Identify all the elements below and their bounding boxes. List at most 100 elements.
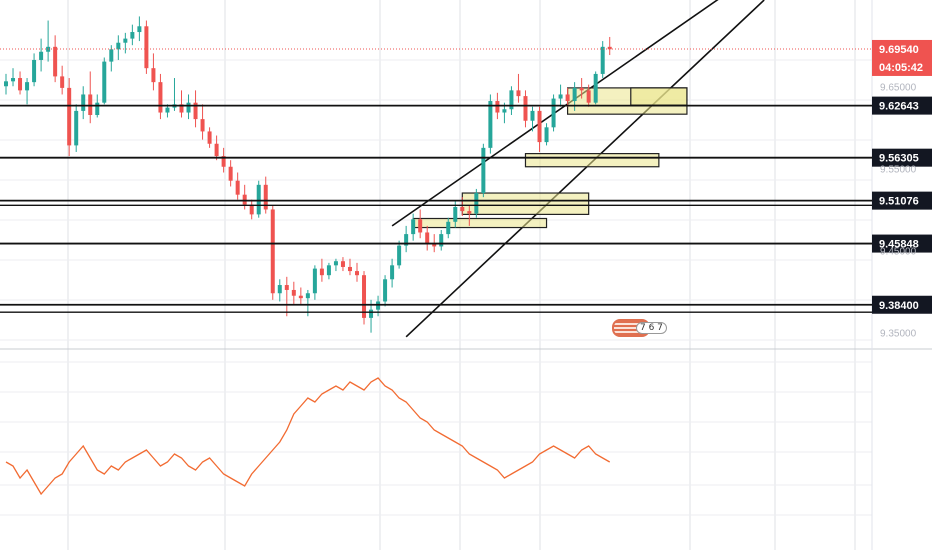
candle-body-42 — [298, 295, 303, 299]
candle-body-70 — [495, 101, 500, 113]
candle-body-17 — [123, 38, 128, 43]
candle-body-11 — [81, 94, 86, 111]
consolidation-box-2 — [524, 153, 660, 168]
candle-body-51 — [362, 275, 367, 318]
candle-body-62 — [439, 234, 444, 247]
candle-body-73 — [516, 90, 521, 97]
price-tick-label-3: 9.65000 — [880, 82, 917, 93]
candle-body-20 — [144, 26, 149, 69]
candle-body-63 — [446, 221, 451, 235]
countdown-label: 04:05:42 — [879, 62, 923, 74]
candle-body-75 — [530, 110, 535, 121]
candle-body-28 — [200, 119, 205, 132]
candle-body-59 — [418, 219, 423, 233]
candle-body-83 — [586, 90, 591, 103]
candle-body-77 — [544, 127, 549, 143]
candle-body-65 — [460, 207, 465, 212]
price-tick-label-2: 9.55000 — [880, 164, 917, 175]
candle-body-16 — [116, 42, 121, 50]
indicator-badge[interactable]: 7 6 7 — [612, 319, 667, 337]
candle-body-23 — [165, 107, 170, 113]
candle-body-1 — [11, 78, 16, 82]
consolidation-box-1 — [461, 192, 590, 215]
candle-body-2 — [18, 78, 23, 91]
channel-line-lower — [405, 0, 765, 338]
candle-body-57 — [404, 234, 409, 246]
candle-body-32 — [228, 166, 233, 181]
candle-body-84 — [593, 73, 598, 103]
candle-body-13 — [95, 102, 100, 115]
consolidation-boxes — [412, 87, 688, 229]
candle-body-37 — [263, 184, 268, 210]
candle-body-25 — [179, 104, 184, 113]
candle-body-81 — [572, 87, 577, 102]
level-label-0: 9.62643 — [879, 101, 919, 113]
candle-body-82 — [579, 87, 584, 91]
candle-body-56 — [397, 245, 402, 266]
candle-body-4 — [32, 59, 37, 83]
level-label-2: 9.51076 — [879, 196, 919, 208]
candle-body-45 — [319, 268, 324, 276]
consolidation-box-4 — [630, 87, 688, 106]
price-tick-label-0: 9.35000 — [880, 329, 917, 340]
candle-body-49 — [347, 266, 352, 272]
candle-body-30 — [214, 143, 219, 157]
candle-body-22 — [158, 82, 163, 113]
candle-body-3 — [25, 82, 30, 91]
trend-channel — [391, 0, 765, 338]
last-price-label: 9.69540 — [879, 44, 919, 56]
candle-body-50 — [355, 271, 359, 276]
candle-body-19 — [137, 26, 142, 33]
level-label-3: 9.45848 — [879, 239, 919, 251]
candle-body-54 — [383, 279, 388, 302]
candle-body-31 — [221, 156, 226, 167]
level-tag-2 — [872, 191, 932, 210]
candle-body-40 — [284, 285, 289, 290]
candle-body-0 — [4, 81, 8, 87]
price-tick-label-1: 9.45000 — [880, 247, 917, 258]
candle-body-48 — [340, 261, 345, 267]
level-tag-4 — [872, 295, 932, 314]
candle-body-18 — [130, 32, 135, 39]
oscillator-panel — [5, 377, 611, 496]
candle-body-76 — [537, 110, 542, 143]
candle-body-21 — [151, 68, 156, 83]
candle-body-71 — [502, 109, 507, 113]
candle-body-34 — [242, 194, 247, 205]
candle-body-38 — [270, 209, 275, 294]
candle-body-52 — [369, 309, 374, 318]
candle-body-10 — [74, 110, 79, 146]
candle-body-86 — [607, 46, 612, 50]
price-axis[interactable]: 9.62643 9.56305 9.51076 9.45848 9.38400 9.695… — [872, 39, 932, 340]
level-tag-1 — [872, 148, 932, 167]
level-label-1: 9.56305 — [879, 153, 919, 165]
candle-body-39 — [277, 285, 282, 294]
candle-body-72 — [509, 90, 514, 110]
candle-body-14 — [102, 61, 107, 103]
support-resistance-levels — [0, 48, 872, 313]
candle-body-27 — [193, 102, 198, 120]
candle-body-8 — [60, 76, 65, 88]
candle-body-41 — [291, 289, 296, 296]
candle-body-7 — [53, 46, 58, 77]
candle-body-55 — [390, 265, 395, 280]
candle-body-33 — [235, 180, 240, 195]
candle-body-35 — [249, 204, 254, 215]
candle-body-67 — [474, 193, 479, 214]
candle-body-36 — [256, 184, 261, 215]
last-price-tag — [872, 39, 932, 76]
oscillator-line — [5, 377, 611, 496]
candle-body-60 — [425, 232, 430, 244]
candle-body-61 — [432, 243, 437, 247]
candle-body-9 — [67, 87, 72, 146]
candle-body-15 — [109, 49, 114, 62]
candle-body-69 — [488, 101, 493, 148]
candle-body-5 — [39, 51, 44, 60]
candle-body-68 — [481, 147, 486, 194]
candle-body-80 — [565, 94, 570, 102]
candle-body-74 — [523, 96, 528, 121]
candle-body-47 — [333, 261, 338, 266]
candle-body-79 — [558, 94, 563, 99]
